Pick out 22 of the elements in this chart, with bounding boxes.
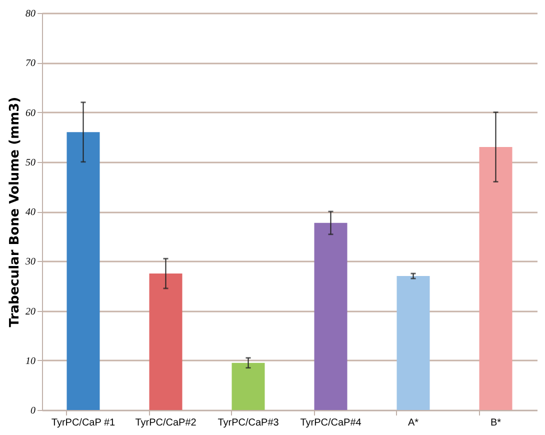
y-tick-label: 50 <box>26 157 36 168</box>
bar <box>479 146 512 410</box>
bar <box>149 274 182 410</box>
x-tick-label: B* <box>490 418 502 428</box>
y-tick-label: 40 <box>26 207 36 218</box>
y-tick-label: 80 <box>26 8 36 20</box>
bar <box>314 222 348 410</box>
x-tick-label: TyrPC/CaP#3 <box>218 418 280 428</box>
y-tick-label: 30 <box>24 256 36 268</box>
y-tick-label: 70 <box>26 58 36 70</box>
y-tick-label: 0 <box>30 406 36 416</box>
bar <box>396 276 430 410</box>
y-tick-label: 10 <box>26 356 36 367</box>
x-tick-label: TyrPC/CaP#2 <box>135 418 197 428</box>
y-tick-label: 60 <box>26 108 36 119</box>
bar <box>232 362 265 410</box>
x-tick-label: A* <box>408 418 419 428</box>
x-tick-label: TyrPC/CaP #1 <box>51 418 116 428</box>
bar <box>66 132 100 410</box>
x-tick-label: TyrPC/CaP#4 <box>300 418 362 428</box>
y-axis-title: Trabecular Bone Volume (mm3) <box>8 96 22 328</box>
y-tick-label: 20 <box>26 306 36 318</box>
